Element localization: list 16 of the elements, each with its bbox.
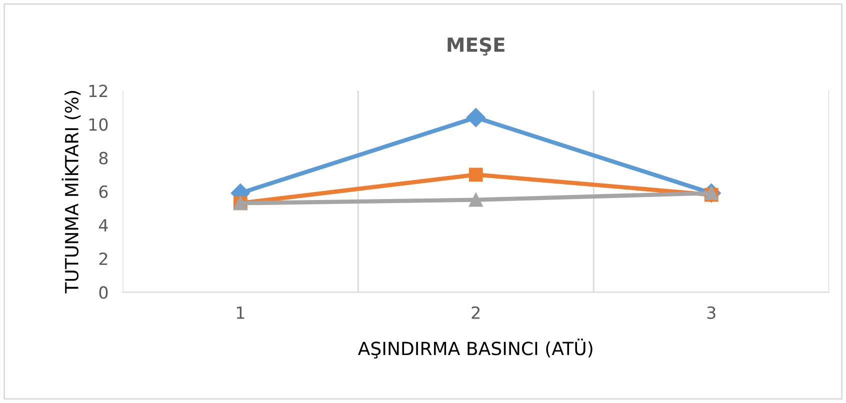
x-tick-label: 3	[707, 306, 716, 319]
y-tick-label: 2	[99, 252, 108, 265]
y-tick-label: 8	[99, 152, 108, 164]
y-axis-title: TUTUNMA MİKTARI (%)	[62, 91, 81, 294]
y-tick-label: 10	[89, 118, 108, 131]
y-tick-label: 0	[99, 286, 108, 299]
point	[468, 168, 483, 182]
y-tick-label: 6	[99, 185, 108, 198]
x-axis-title: AŞINDIRMA BASINCI (ATÜ)	[358, 338, 592, 359]
point	[466, 108, 486, 128]
point	[468, 192, 483, 207]
chart-title: MEŞE	[448, 37, 504, 56]
x-tick-label: 1	[236, 306, 244, 319]
y-tick-label: 4	[98, 219, 108, 232]
x-tick-label: 2	[472, 306, 480, 319]
y-tick-label: 12	[89, 84, 108, 98]
